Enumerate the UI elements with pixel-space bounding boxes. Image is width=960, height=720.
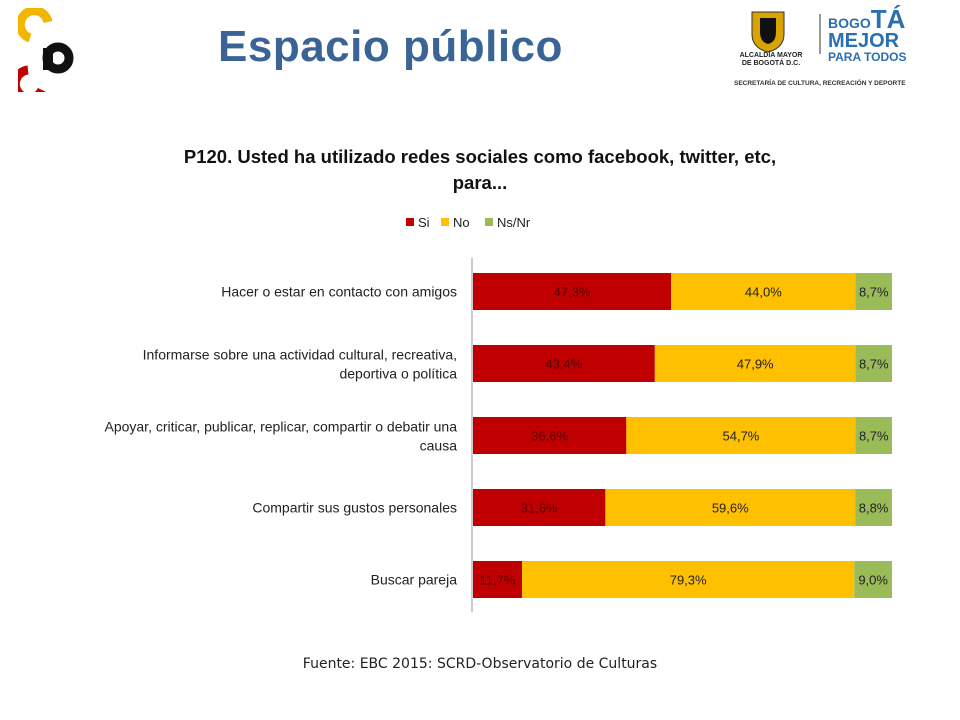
category-label: Informarse sobre una actividad cultural,… bbox=[143, 347, 457, 363]
bar-si-2 bbox=[473, 417, 627, 454]
data-label: 47,9% bbox=[737, 357, 774, 372]
data-label: 59,6% bbox=[712, 501, 749, 516]
legend-swatch-si bbox=[406, 218, 414, 226]
data-label: 31,6% bbox=[521, 501, 558, 516]
data-label: 44,0% bbox=[745, 285, 782, 300]
secretaria-label: SECRETARÍA DE CULTURA, RECREACIÓN Y DEPO… bbox=[734, 80, 906, 87]
data-label: 8,7% bbox=[859, 285, 889, 300]
legend-swatch-no bbox=[441, 218, 449, 226]
logo-yellow-arc bbox=[15, 6, 53, 43]
alcaldia-label: ALCALDÍA MAYOR DE BOGOTÁ D.C. bbox=[739, 52, 803, 67]
source-note: Fuente: EBC 2015: SCRD-Observatorio de C… bbox=[302, 656, 658, 672]
bar-si-3 bbox=[473, 489, 606, 526]
bogota-mejor-label: BOGOTÁ MEJOR PARA TODOS bbox=[828, 4, 907, 64]
eagle-icon bbox=[760, 18, 776, 44]
data-label: 11,7% bbox=[480, 573, 516, 588]
bar-no-1 bbox=[654, 345, 856, 382]
bar-si-4 bbox=[473, 561, 523, 598]
category-label: causa bbox=[420, 438, 458, 454]
data-label: 8,7% bbox=[859, 357, 889, 372]
page-title: Espacio público bbox=[218, 22, 563, 71]
alcaldia-bogota-logo: ALCALDÍA MAYOR DE BOGOTÁ D.C. BOGOTÁ MEJ… bbox=[722, 4, 934, 94]
legend-label: Si bbox=[418, 215, 430, 230]
chart-title-line-2: para... bbox=[452, 172, 508, 193]
data-label: 43,4% bbox=[545, 357, 582, 372]
category-label: Buscar pareja bbox=[371, 572, 458, 588]
category-label: Hacer o estar en contacto con amigos bbox=[221, 284, 457, 300]
data-label: 8,7% bbox=[859, 429, 889, 444]
category-label: Compartir sus gustos personales bbox=[252, 500, 457, 516]
bar-nsnr-3 bbox=[855, 489, 892, 526]
bar-nsnr-1 bbox=[855, 345, 892, 382]
data-label: 79,3% bbox=[670, 573, 707, 588]
legend-label: Ns/Nr bbox=[497, 215, 531, 230]
legend-label: No bbox=[453, 215, 470, 230]
data-label: 54,7% bbox=[723, 429, 760, 444]
bar-si-0 bbox=[473, 273, 672, 310]
logo-black-bowl bbox=[42, 42, 74, 74]
category-label: deportiva o política bbox=[339, 366, 457, 382]
bar-no-2 bbox=[626, 417, 856, 454]
bar-no-0 bbox=[671, 273, 856, 310]
chart-title-line-1: P120. Usted ha utilizado redes sociales … bbox=[183, 146, 777, 167]
category-label: Apoyar, criticar, publicar, replicar, co… bbox=[104, 419, 457, 435]
chart-title: P120. Usted ha utilizado redes sociales … bbox=[120, 144, 840, 196]
bar-si-1 bbox=[473, 345, 655, 382]
bar-nsnr-4 bbox=[854, 561, 892, 598]
data-label: 8,8% bbox=[859, 501, 889, 516]
data-label: 47,3% bbox=[554, 285, 591, 300]
legend-swatch-nsnr bbox=[485, 218, 493, 226]
bar-nsnr-2 bbox=[855, 417, 892, 454]
data-label: 36,6% bbox=[531, 429, 568, 444]
bar-no-3 bbox=[605, 489, 856, 526]
bar-nsnr-0 bbox=[855, 273, 892, 310]
bar-no-4 bbox=[522, 561, 855, 598]
data-label: 9,0% bbox=[858, 573, 888, 588]
